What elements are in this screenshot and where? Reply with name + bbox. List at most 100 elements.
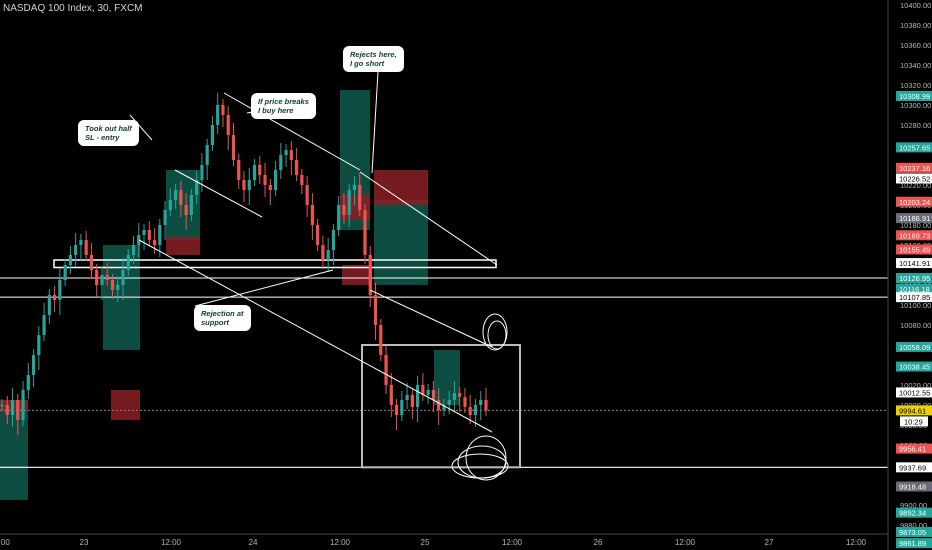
- price-label-15: 9994.61: [899, 406, 926, 415]
- highlight-circle-0: [482, 313, 508, 351]
- position-zone-8: [374, 200, 428, 285]
- trend-line-4: [369, 289, 493, 348]
- candle-body-49: [258, 165, 262, 175]
- candle-body-56: [295, 160, 299, 175]
- candle-body-84: [442, 405, 446, 410]
- candle-body-43: [226, 115, 230, 135]
- price-label-4: 10203.24: [899, 198, 930, 207]
- x-tick-label: 27: [765, 538, 774, 547]
- price-label-12: 10058.09: [899, 343, 930, 352]
- price-label-bg-19: [896, 507, 932, 518]
- candle-body-48: [252, 165, 257, 180]
- callout-rejects: Rejects here, I go short: [343, 46, 404, 72]
- price-label-bg-18: [896, 481, 932, 492]
- candle-body-25: [131, 245, 136, 255]
- position-zone-5: [166, 237, 200, 255]
- candle-body-24: [126, 255, 130, 270]
- candle-body-81: [426, 390, 430, 395]
- candle-body-22: [116, 285, 120, 290]
- candle-body-15: [79, 240, 83, 245]
- candle-body-91: [479, 400, 483, 405]
- price-label-bg-6: [896, 230, 932, 241]
- candle-body-50: [263, 175, 267, 185]
- candle-body-66: [347, 190, 351, 215]
- candle-body-60: [316, 225, 320, 245]
- highlight-circle-3: [465, 435, 507, 481]
- price-label-18: 9918.48: [899, 483, 926, 492]
- price-label-bg-12: [896, 341, 932, 352]
- price-label-5: 10186.91: [899, 214, 930, 223]
- price-label-bg-10: [896, 283, 932, 294]
- price-label-13: 10038.45: [899, 363, 930, 372]
- highlight-circle-4: [451, 453, 509, 479]
- price-label-3: 10226.52: [899, 174, 930, 183]
- candle-body-28: [147, 230, 151, 240]
- candle-body-54: [284, 150, 288, 155]
- candle-body-27: [142, 230, 146, 235]
- candle-body-82: [431, 390, 435, 400]
- trend-line-0: [223, 92, 361, 171]
- y-tick-label: 10320.00: [900, 81, 931, 90]
- price-label-19: 9892.34: [899, 509, 926, 518]
- price-label-16: 9956.41: [899, 445, 926, 454]
- y-tick-label: 10380.00: [900, 21, 931, 30]
- candle-body-45: [237, 160, 241, 180]
- candle-body-88: [463, 397, 467, 407]
- price-label-11: 10107.85: [899, 293, 930, 302]
- candle-body-8: [42, 315, 46, 335]
- candle-body-14: [74, 245, 78, 255]
- candle-body-6: [31, 355, 36, 375]
- trend-line-1: [174, 169, 263, 218]
- x-tick-label: 25: [421, 538, 430, 547]
- candle-body-41: [216, 105, 220, 125]
- candles: [0, 93, 488, 435]
- price-label-7: 10155.49: [899, 246, 930, 255]
- price-label-bg-9: [896, 273, 932, 284]
- candle-body-67: [352, 185, 357, 190]
- candle-body-79: [416, 385, 420, 407]
- x-tick-label: 24: [249, 538, 258, 547]
- price-label-bg-1: [896, 142, 932, 153]
- candle-body-7: [37, 335, 41, 355]
- candle-body-12: [63, 265, 67, 280]
- price-label-8: 10141.91: [899, 259, 930, 268]
- candle-body-90: [473, 405, 478, 415]
- price-label-bg-7: [896, 244, 932, 255]
- candle-body-61: [321, 245, 325, 260]
- candle-body-75: [394, 405, 399, 415]
- x-tick-label: 26: [594, 538, 603, 547]
- price-label-bg-2: [896, 162, 932, 173]
- candle-body-20: [105, 275, 109, 280]
- price-label-bg-21: [896, 538, 932, 549]
- candle-body-10: [53, 295, 57, 300]
- candle-body-17: [89, 255, 94, 270]
- candle-body-78: [410, 395, 414, 407]
- candle-body-38: [200, 165, 204, 180]
- candle-body-40: [210, 125, 215, 145]
- price-label-bg-3: [896, 173, 932, 184]
- trend-line-8: [371, 71, 379, 174]
- price-label-bg-11: [896, 292, 932, 303]
- candle-body-71: [373, 295, 378, 325]
- x-tick-label: 23: [80, 538, 89, 547]
- candle-body-36: [189, 195, 193, 215]
- price-label-bg-16: [896, 443, 932, 454]
- price-label-2: 10237.16: [899, 164, 930, 173]
- countdown-label: 10:29: [904, 417, 923, 426]
- candle-body-33: [174, 190, 178, 200]
- price-label-bg-0: [896, 91, 932, 102]
- candle-body-23: [121, 270, 125, 285]
- candle-body-58: [305, 185, 309, 205]
- price-label-bg-4: [896, 196, 932, 207]
- highlight-circle-2: [457, 445, 507, 479]
- candle-body-9: [47, 295, 51, 315]
- y-tick-label: 9900.00: [900, 501, 927, 510]
- y-tick-label: 10360.00: [900, 41, 931, 50]
- price-label-0: 10308.99: [899, 92, 930, 101]
- price-label-20: 9873.05: [899, 528, 926, 537]
- price-label-6: 10169.73: [899, 231, 930, 240]
- highlight-circle-1: [487, 320, 507, 350]
- candle-body-64: [337, 205, 341, 230]
- chart-title: NASDAQ 100 Index, 30, FXCM: [3, 3, 143, 14]
